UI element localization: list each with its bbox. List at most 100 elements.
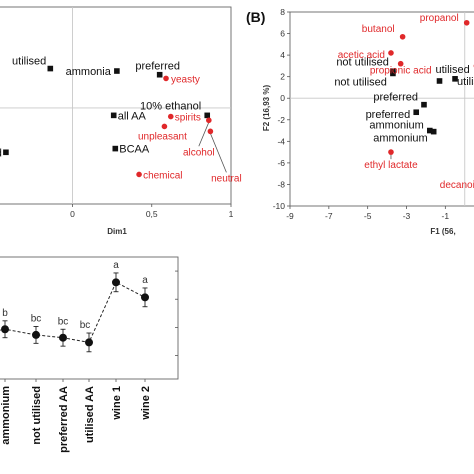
panel-a-dot-unpleasant	[161, 123, 168, 130]
panel-b-x-axis-title: F1 (56,	[430, 227, 455, 236]
panel-b-label-ammonium: ammonium	[369, 120, 423, 132]
panel-a-label-unpleasant: unpleasant	[138, 131, 187, 142]
panel-a-leader-neutral	[210, 133, 227, 173]
panel-c-point	[59, 333, 67, 342]
panel-c-line-chart: ammonium not utilised preferred AA utilised…	[0, 256, 179, 453]
panel-b-label-butanol: butanol	[362, 24, 395, 35]
panel-c-category-ammonium: ammonium	[0, 386, 12, 445]
panel-c-dashed-line	[0, 281, 146, 343]
panel-c-significance-5: a	[113, 260, 119, 271]
panel-c-ticks	[4, 270, 178, 382]
panel-c-category-labels: ammonium not utilised preferred AA utilised…	[0, 386, 152, 453]
panel-c-category-utilised-aa: utilised AA	[84, 386, 96, 443]
panel-a-square-ammonia	[114, 68, 120, 74]
panel-a-label-ammonia: ammonia	[66, 66, 112, 78]
panel-a-square-bcaa	[112, 145, 119, 152]
panel-a-label-chemical: chemical	[143, 170, 182, 181]
panel-b-label-decanoic-acid: decanoic acid	[440, 180, 474, 191]
panel-c-significance-1: b	[2, 308, 8, 319]
panel-c-significance-2: bc	[31, 313, 42, 324]
panel-a-dot-chemical	[136, 171, 142, 178]
panel-b-dot-ethyl-lactate	[388, 149, 394, 155]
panel-a-x-ticks: 0 0,5 1	[70, 204, 234, 219]
panel-a-label-all-aa: all AA	[118, 110, 147, 122]
panel-c-frame	[0, 256, 179, 380]
panel-c-significance-3: bc	[58, 316, 69, 327]
panel-c-category-not-utilised: not utilised	[31, 386, 43, 445]
panel-b-label-preferred: preferred	[366, 109, 411, 121]
panel-a-point-labels: utilised ammonia preferred all AA BCAA 10% et…	[0, 56, 242, 185]
panel-c-category-wine-1: wine 1	[111, 386, 123, 421]
panel-b-label-preferred: preferred	[373, 92, 418, 104]
panel-b-point-labels: not utilised not utilised utilisedutilised…	[334, 13, 474, 191]
panel-a-square-all-aa	[110, 112, 117, 119]
panel-c-series	[0, 272, 149, 353]
panel-b-y-tick-label: 0	[280, 93, 285, 103]
panel-a-x-tick-label: 0,5	[146, 209, 158, 219]
panel-b-square-utilised	[452, 76, 458, 82]
panel-b-x-tick-label: -1	[442, 211, 450, 221]
panel-c-point	[32, 330, 40, 339]
panel-a-dot-alcohol	[206, 117, 212, 124]
panel-c-point	[112, 278, 120, 287]
panel-b-y-tick-label: -4	[277, 136, 285, 146]
panel-b-label-acetic-acid: acetic acid	[338, 50, 385, 61]
panel-b-y-tick-label: -10	[273, 201, 286, 211]
panel-a-x-axis-title: Dim1	[107, 227, 127, 236]
panel-c-category-wine-2: wine 2	[140, 386, 152, 421]
panel-b-y-axis-title: F2 (16,93 %)	[262, 85, 271, 132]
panel-a-square-10-ethanol	[204, 112, 211, 119]
panel-b-y-tick-label: -6	[277, 158, 285, 168]
panel-b-dot-butanol	[399, 33, 406, 40]
panel-a-label-ed: ed	[0, 147, 2, 159]
panel-c-significance-6: a	[142, 275, 148, 286]
panel-a-label-bcaa: BCAA	[119, 144, 150, 156]
panel-b-square-ammonium	[427, 127, 433, 134]
panel-b-x-tick-label: -9	[286, 211, 294, 221]
panel-b-dot-propionic-acid	[397, 60, 404, 67]
panel-a-leader-lines	[198, 122, 227, 173]
panel-b-dot-acetic-acid	[388, 50, 394, 56]
panel-a-x-tick-label: 1	[229, 209, 234, 219]
panel-b-label-utilised: utilised	[457, 76, 474, 88]
panel-a-x-tick-label: 0	[70, 209, 75, 219]
panel-b-leader-lines	[390, 154, 392, 160]
panel-b-label-propionic-acid: propionic acid	[370, 66, 432, 77]
panel-b-y-tick-label: 4	[280, 50, 285, 60]
panel-b-x-tick-label: -7	[325, 211, 333, 221]
panel-b-y-tick-label: 8	[280, 7, 285, 17]
panel-b-y-tick-label: -2	[277, 115, 285, 125]
panel-b-y-tick-label: 2	[280, 72, 285, 82]
panel-b-label-ammonium: ammonium	[373, 133, 427, 145]
panel-c-point	[1, 325, 9, 334]
panel-b-label-not-utilised: not utilised	[336, 56, 389, 68]
panel-a-label-neutral: neutral	[211, 173, 242, 184]
panel-b-dot-propanol	[463, 19, 470, 26]
panel-b-square-not-utilised	[390, 70, 396, 77]
panel-b-frame	[289, 11, 474, 207]
panel-b-y-tick-label: -8	[277, 179, 285, 189]
panel-a-label-10-ethanol: 10% ethanol	[140, 100, 201, 112]
panel-b-label-ethyl-lactate: ethyl lactate	[364, 160, 418, 171]
panel-b-label-utilised: utilised	[436, 64, 470, 76]
panel-c-point	[85, 338, 93, 347]
panel-a-square-ed	[3, 149, 9, 156]
panel-b-label-not-utilised: not utilised	[334, 76, 387, 88]
panel-a-square-preferred	[156, 71, 163, 78]
panel-b-square-ammonium	[430, 128, 437, 135]
panel-b-x-tick-label: -3	[403, 211, 411, 221]
panel-b-square-preferred	[421, 101, 427, 108]
panel-b-zero-lines	[290, 12, 474, 206]
panel-a-dot-yeasty	[163, 75, 169, 82]
panel-b-square-utilised	[436, 78, 443, 84]
panel-b-letter: (B)	[246, 9, 265, 25]
panel-b-y-tick-label: 6	[280, 29, 285, 39]
panel-b-label-propanol: propanol	[420, 13, 459, 24]
panel-a-label-yeasty: yeasty	[171, 74, 200, 85]
panel-c-significance-4: bc	[80, 320, 91, 331]
